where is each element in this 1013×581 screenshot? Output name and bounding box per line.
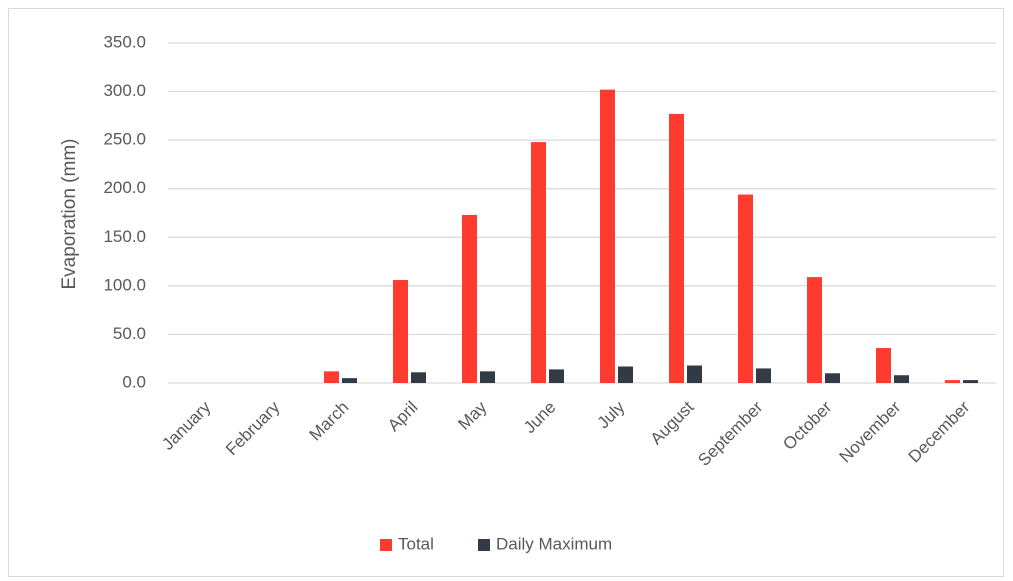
bar-daily-maximum — [411, 372, 426, 383]
bar-total — [324, 371, 339, 383]
x-tick-label: July — [594, 397, 629, 432]
y-tick-label: 250.0 — [103, 130, 146, 149]
chart-frame — [8, 8, 1004, 577]
bar-total — [531, 142, 546, 383]
legend-swatch — [380, 539, 392, 551]
x-tick-label: February — [222, 397, 284, 459]
x-tick-label: June — [520, 398, 560, 438]
y-axis-ticks: 0.0 50.0 100.0 150.0 200.0 250.0 300.0 350.0 — [103, 32, 146, 391]
bar-daily-maximum — [687, 365, 702, 383]
x-tick-label: October — [779, 397, 835, 453]
gridlines — [168, 42, 996, 384]
x-tick-label: September — [694, 397, 766, 469]
bar-total — [807, 277, 822, 383]
x-tick-label: January — [158, 397, 215, 454]
x-axis-ticks: January February March April May June July Augu… — [158, 397, 973, 470]
y-tick-label: 200.0 — [103, 178, 146, 197]
bar-total — [393, 280, 408, 383]
legend: Total Daily Maximum — [380, 534, 612, 553]
bar-total — [945, 380, 960, 383]
bar-daily-maximum — [894, 375, 909, 383]
bar-daily-maximum — [825, 373, 840, 383]
bar-total — [669, 113, 684, 384]
bar-daily-maximum — [756, 368, 771, 383]
x-tick-label: May — [454, 397, 490, 433]
y-tick-label: 50.0 — [113, 324, 146, 343]
bar-total — [600, 89, 615, 383]
legend-swatch — [478, 539, 490, 551]
x-tick-label: November — [836, 397, 905, 466]
bar-daily-maximum — [549, 369, 564, 383]
y-axis-title: Evaporation (mm) — [59, 139, 80, 290]
y-tick-label: 350.0 — [103, 32, 146, 51]
x-tick-label: March — [306, 398, 353, 445]
y-tick-label: 100.0 — [103, 275, 146, 294]
y-tick-label: 300.0 — [103, 81, 146, 100]
bar-total — [462, 214, 477, 383]
bar-total — [738, 194, 753, 383]
bars — [324, 89, 978, 384]
x-tick-label: August — [647, 397, 698, 448]
legend-label: Total — [398, 534, 434, 553]
legend-label: Daily Maximum — [496, 534, 612, 553]
bar-daily-maximum — [480, 371, 495, 383]
y-tick-label: 0.0 — [122, 372, 146, 391]
bar-daily-maximum — [963, 380, 978, 383]
x-tick-label: December — [905, 397, 974, 466]
x-tick-label: April — [384, 398, 421, 435]
bar-total — [876, 348, 891, 383]
bar-daily-maximum — [342, 378, 357, 383]
bar-daily-maximum — [618, 366, 633, 383]
y-tick-label: 150.0 — [103, 227, 146, 246]
